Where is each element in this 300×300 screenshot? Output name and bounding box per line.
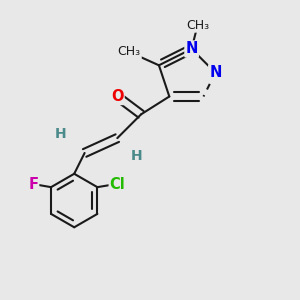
Text: H: H (55, 127, 67, 141)
Text: Cl: Cl (110, 177, 125, 192)
Text: N: N (185, 41, 198, 56)
Text: F: F (28, 177, 38, 192)
Text: CH₃: CH₃ (118, 45, 141, 58)
Text: H: H (131, 149, 142, 163)
Text: N: N (209, 65, 222, 80)
Text: O: O (111, 89, 124, 104)
Text: CH₃: CH₃ (186, 19, 209, 32)
